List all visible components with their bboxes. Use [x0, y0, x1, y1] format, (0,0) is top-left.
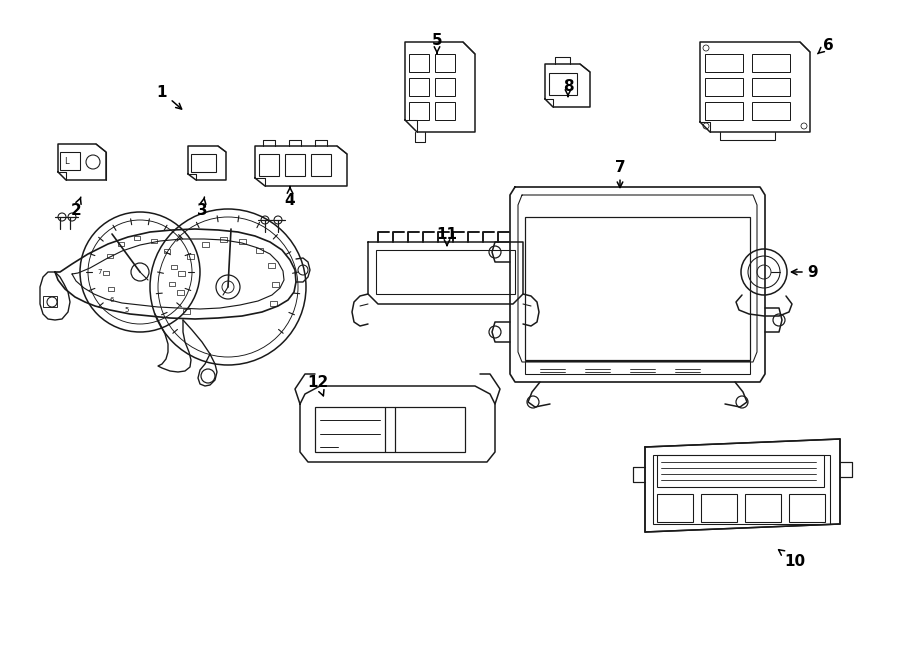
Bar [273, 282, 279, 287]
Bar [376, 250, 515, 294]
Bar [315, 407, 385, 452]
Bar [409, 78, 429, 96]
Text: 8: 8 [562, 79, 573, 97]
Text: 10: 10 [778, 549, 806, 569]
Bar [657, 494, 693, 522]
Bar [256, 248, 263, 254]
Text: 1: 1 [157, 85, 182, 109]
Bar [525, 361, 750, 374]
Bar [705, 54, 743, 72]
Bar [183, 308, 190, 314]
Bar [43, 296, 57, 307]
Bar [701, 494, 737, 522]
Bar [270, 301, 276, 306]
Bar [409, 54, 429, 72]
Bar [311, 154, 331, 176]
Bar [164, 250, 170, 254]
Bar [134, 236, 140, 240]
Bar [118, 242, 124, 246]
Bar [60, 152, 80, 170]
Text: 11: 11 [436, 226, 457, 246]
Bar [435, 54, 455, 72]
Text: 4: 4 [284, 187, 295, 207]
Bar [409, 102, 429, 120]
Text: 6: 6 [110, 297, 114, 303]
Bar [705, 78, 743, 96]
Bar [549, 73, 577, 95]
Bar [752, 54, 790, 72]
Bar [435, 102, 455, 120]
Text: 3: 3 [197, 197, 207, 218]
Bar [202, 242, 209, 247]
Bar [150, 239, 157, 243]
Text: L: L [64, 156, 68, 166]
Text: 6: 6 [818, 38, 833, 54]
Bar [435, 78, 455, 96]
Bar [752, 102, 790, 120]
Bar [752, 78, 790, 96]
Bar [171, 265, 176, 269]
Bar [259, 154, 279, 176]
Bar [191, 154, 216, 172]
Bar [267, 263, 274, 269]
Bar [169, 281, 175, 285]
Text: 12: 12 [308, 375, 328, 396]
Bar [187, 254, 194, 260]
Bar [395, 407, 465, 452]
Text: 5: 5 [432, 32, 442, 53]
Bar [657, 455, 824, 487]
Text: 7: 7 [98, 269, 103, 275]
Bar [108, 287, 113, 291]
Bar [107, 254, 112, 258]
Text: 7: 7 [615, 160, 626, 187]
Bar [239, 239, 247, 244]
Bar [525, 217, 750, 360]
Bar [653, 455, 830, 524]
Bar [177, 291, 184, 295]
Bar [220, 237, 228, 242]
Text: 5: 5 [124, 307, 129, 312]
Bar [178, 271, 185, 276]
Bar [745, 494, 781, 522]
Bar [705, 102, 743, 120]
Bar [789, 494, 825, 522]
Text: 9: 9 [791, 265, 818, 279]
Text: 2: 2 [70, 197, 81, 218]
Bar [103, 271, 109, 275]
Bar [285, 154, 305, 176]
